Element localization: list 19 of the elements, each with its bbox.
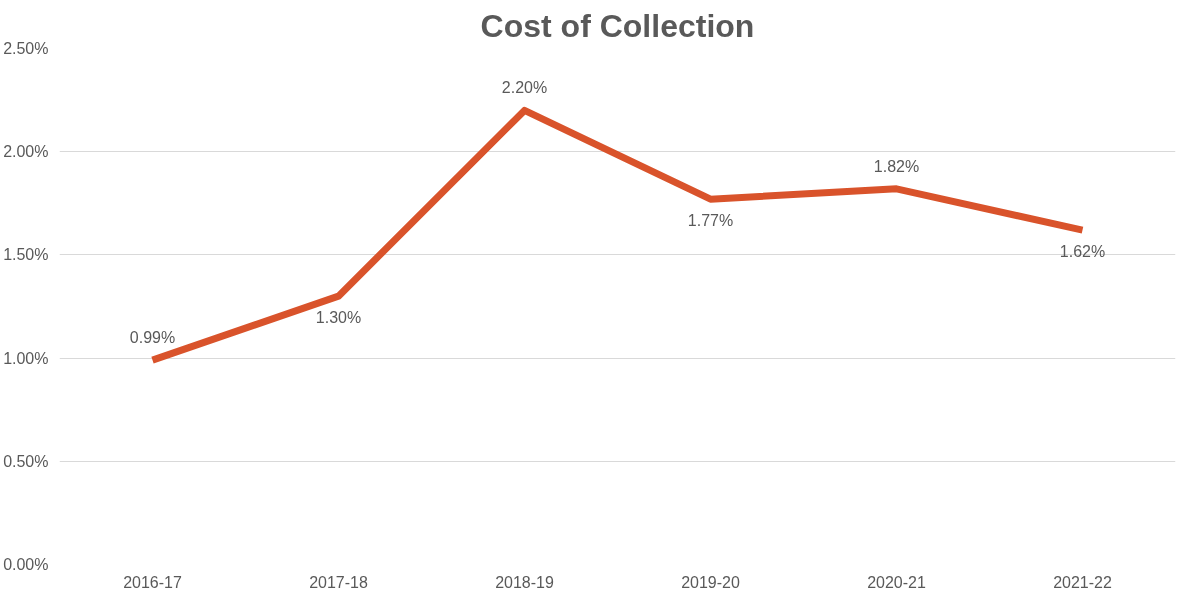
x-tick-label: 2020-21 — [867, 573, 926, 591]
y-tick-label: 2.00% — [3, 143, 49, 161]
y-tick-label: 1.50% — [3, 246, 49, 264]
x-tick-label: 2016-17 — [123, 573, 182, 591]
data-label: 1.82% — [873, 157, 920, 175]
x-tick-label: 2019-20 — [681, 573, 740, 591]
y-tick-label: 0.00% — [3, 556, 49, 573]
x-tick-label: 2018-19 — [495, 573, 554, 591]
data-label: 1.77% — [687, 212, 734, 230]
data-label: 1.30% — [315, 309, 362, 327]
x-tick-label: 2021-22 — [1053, 573, 1112, 591]
x-tick-label: 2017-18 — [309, 573, 368, 591]
data-label: 2.20% — [501, 79, 548, 97]
y-tick-label: 1.00% — [3, 349, 49, 367]
y-tick-label: 2.50% — [3, 40, 49, 57]
data-label: 0.99% — [129, 329, 176, 347]
chart-title: Cost of Collection — [480, 7, 755, 44]
data-label: 1.62% — [1059, 243, 1106, 261]
y-tick-label: 0.50% — [3, 452, 49, 470]
